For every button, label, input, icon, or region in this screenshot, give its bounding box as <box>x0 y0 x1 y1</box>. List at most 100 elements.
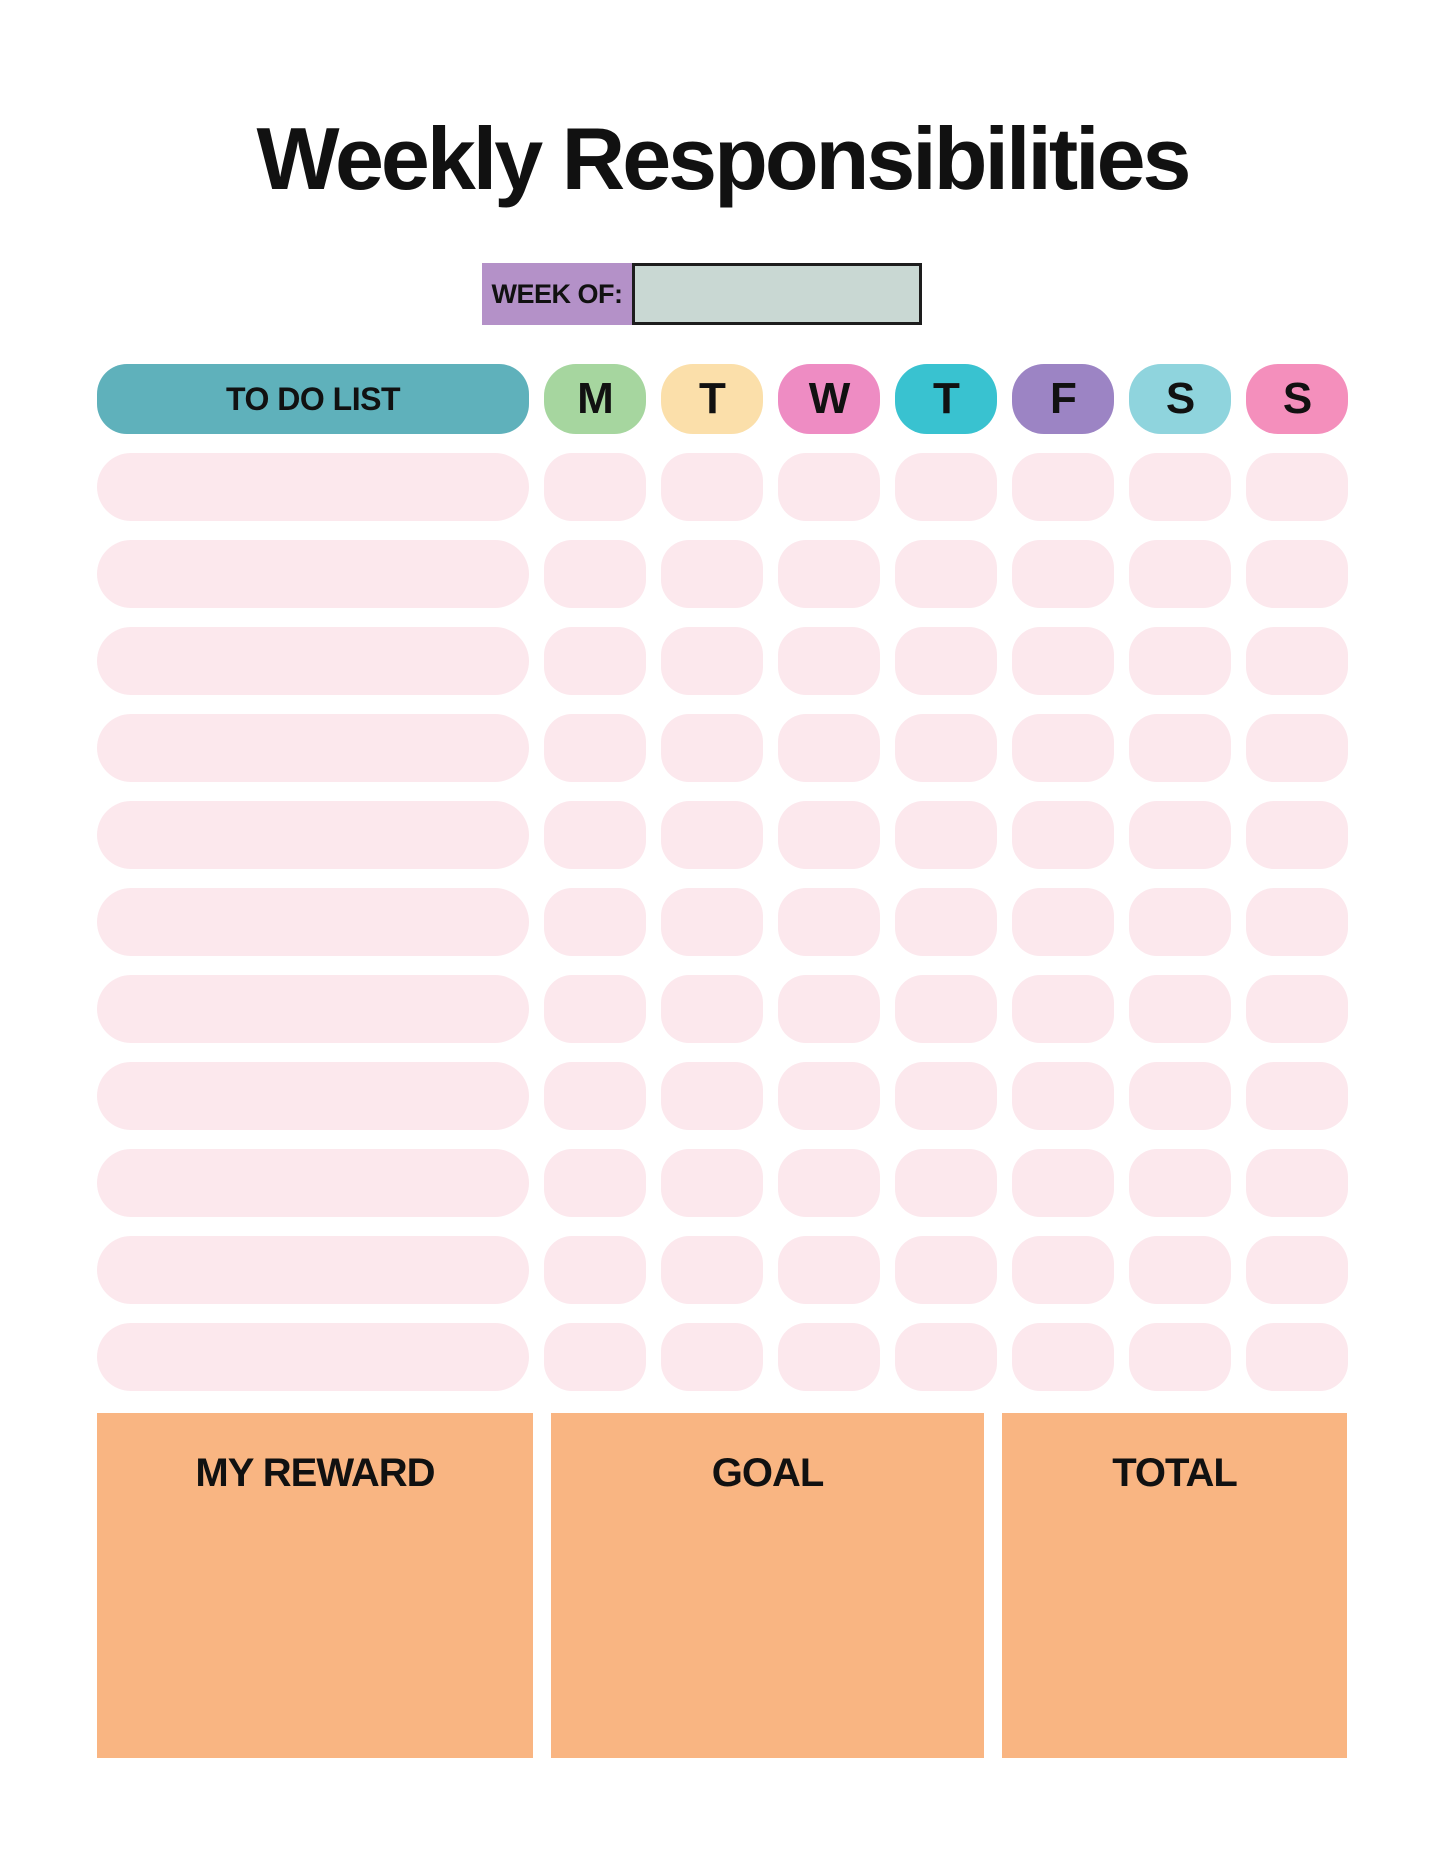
day-check-cell[interactable] <box>1246 714 1348 783</box>
day-check-cell[interactable] <box>1129 801 1231 870</box>
day-check-cell[interactable] <box>895 1149 997 1218</box>
task-name-cell[interactable] <box>97 714 529 783</box>
day-check-cell[interactable] <box>778 453 880 522</box>
day-header-pill-2: T <box>661 364 763 435</box>
week-of-input[interactable] <box>632 263 922 326</box>
day-check-cell[interactable] <box>1129 1062 1231 1131</box>
day-check-cell[interactable] <box>544 627 646 696</box>
day-check-cell[interactable] <box>1129 453 1231 522</box>
day-check-cell[interactable] <box>778 540 880 609</box>
day-check-cell[interactable] <box>1246 1062 1348 1131</box>
day-check-cell[interactable] <box>1129 627 1231 696</box>
day-check-cell[interactable] <box>1129 1149 1231 1218</box>
day-check-cell[interactable] <box>1012 801 1114 870</box>
task-name-cell[interactable] <box>97 453 529 522</box>
day-check-cell[interactable] <box>544 1236 646 1305</box>
day-check-cell[interactable] <box>544 975 646 1044</box>
day-check-cell[interactable] <box>1246 1323 1348 1392</box>
planner-page: Weekly Responsibilities WEEK OF: TO DO L… <box>0 108 1445 1759</box>
day-check-cell[interactable] <box>544 540 646 609</box>
day-check-cell[interactable] <box>544 1323 646 1392</box>
day-check-cell[interactable] <box>1129 714 1231 783</box>
day-check-cell[interactable] <box>544 1149 646 1218</box>
day-check-cell[interactable] <box>661 1323 763 1392</box>
day-check-cell[interactable] <box>1129 975 1231 1044</box>
day-check-cell[interactable] <box>1012 627 1114 696</box>
day-check-cell[interactable] <box>661 1062 763 1131</box>
day-check-cell[interactable] <box>895 714 997 783</box>
day-check-cell[interactable] <box>778 888 880 957</box>
task-name-cell[interactable] <box>97 1062 529 1131</box>
day-check-cell[interactable] <box>1246 1236 1348 1305</box>
day-check-cell[interactable] <box>661 1236 763 1305</box>
task-name-cell[interactable] <box>97 1236 529 1305</box>
week-of-label: WEEK OF: <box>482 263 632 326</box>
task-name-cell[interactable] <box>97 1323 529 1392</box>
goal-box[interactable]: GOAL <box>551 1413 984 1759</box>
day-check-cell[interactable] <box>1246 888 1348 957</box>
day-check-cell[interactable] <box>895 627 997 696</box>
day-check-cell[interactable] <box>778 975 880 1044</box>
day-check-cell[interactable] <box>1012 540 1114 609</box>
day-check-cell[interactable] <box>1246 453 1348 522</box>
day-header-pill-6: S <box>1129 364 1231 435</box>
day-check-cell[interactable] <box>1246 540 1348 609</box>
day-check-cell[interactable] <box>1012 888 1114 957</box>
day-check-cell[interactable] <box>1246 627 1348 696</box>
day-check-cell[interactable] <box>778 627 880 696</box>
day-check-cell[interactable] <box>544 453 646 522</box>
day-check-cell[interactable] <box>544 888 646 957</box>
day-check-cell[interactable] <box>661 453 763 522</box>
day-check-cell[interactable] <box>544 801 646 870</box>
day-check-cell[interactable] <box>1129 1323 1231 1392</box>
day-check-cell[interactable] <box>544 1062 646 1131</box>
day-check-cell[interactable] <box>895 975 997 1044</box>
day-check-cell[interactable] <box>1012 1236 1114 1305</box>
day-check-cell[interactable] <box>895 1323 997 1392</box>
day-check-cell[interactable] <box>661 1149 763 1218</box>
day-check-cell[interactable] <box>778 1323 880 1392</box>
day-check-cell[interactable] <box>661 888 763 957</box>
day-check-cell[interactable] <box>778 714 880 783</box>
day-check-cell[interactable] <box>1012 975 1114 1044</box>
day-check-cell[interactable] <box>778 1149 880 1218</box>
day-check-cell[interactable] <box>1246 975 1348 1044</box>
task-name-cell[interactable] <box>97 801 529 870</box>
day-header-pill-7: S <box>1246 364 1348 435</box>
day-check-cell[interactable] <box>778 1236 880 1305</box>
day-check-cell[interactable] <box>661 801 763 870</box>
day-check-cell[interactable] <box>1012 1323 1114 1392</box>
day-check-cell[interactable] <box>778 801 880 870</box>
day-check-cell[interactable] <box>778 1062 880 1131</box>
task-name-cell[interactable] <box>97 975 529 1044</box>
day-check-cell[interactable] <box>895 801 997 870</box>
day-check-cell[interactable] <box>895 453 997 522</box>
task-name-cell[interactable] <box>97 540 529 609</box>
day-check-cell[interactable] <box>1012 714 1114 783</box>
day-check-cell[interactable] <box>1246 1149 1348 1218</box>
day-check-cell[interactable] <box>1012 453 1114 522</box>
day-check-cell[interactable] <box>1129 888 1231 957</box>
goal-label: GOAL <box>711 1451 825 1496</box>
day-check-cell[interactable] <box>895 888 997 957</box>
task-name-cell[interactable] <box>97 627 529 696</box>
day-check-cell[interactable] <box>661 714 763 783</box>
task-name-cell[interactable] <box>97 1149 529 1218</box>
day-check-cell[interactable] <box>1012 1062 1114 1131</box>
total-box[interactable]: TOTAL <box>1002 1413 1347 1759</box>
day-check-cell[interactable] <box>661 540 763 609</box>
day-check-cell[interactable] <box>895 1062 997 1131</box>
day-check-cell[interactable] <box>661 975 763 1044</box>
day-check-cell[interactable] <box>661 627 763 696</box>
day-check-cell[interactable] <box>895 540 997 609</box>
task-name-cell[interactable] <box>97 888 529 957</box>
day-check-cell[interactable] <box>1129 1236 1231 1305</box>
reward-box[interactable]: MY REWARD <box>97 1413 533 1759</box>
day-check-cell[interactable] <box>1012 1149 1114 1218</box>
day-check-cell[interactable] <box>1129 540 1231 609</box>
day-check-cell[interactable] <box>544 714 646 783</box>
day-check-cell[interactable] <box>895 1236 997 1305</box>
day-check-cell[interactable] <box>1246 801 1348 870</box>
